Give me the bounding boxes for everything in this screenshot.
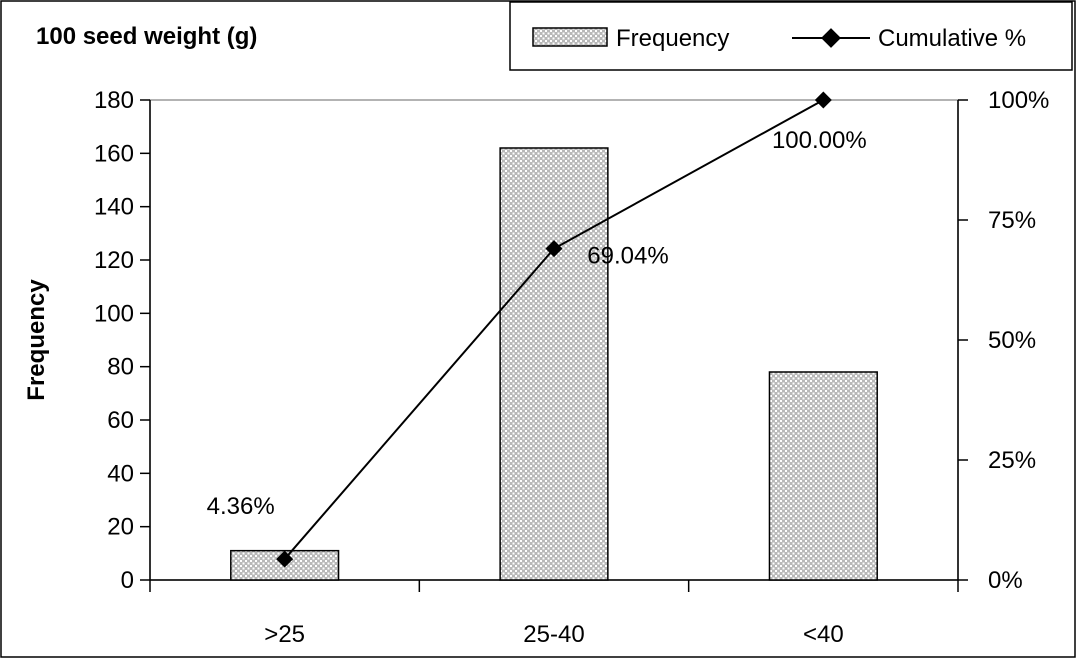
x-tick-label: >25 — [264, 621, 305, 648]
left-tick-label: 160 — [94, 140, 134, 167]
left-tick-label: 40 — [107, 460, 134, 487]
legend-frequency-swatch — [532, 27, 608, 47]
bar-25-40 — [499, 147, 609, 581]
right-axis: 0% 25% 50% 75% 100% — [957, 87, 1049, 594]
cumulative-series: 4.36% 69.04% 100.00% — [207, 91, 867, 568]
legend-frequency-label: Frequency — [616, 25, 729, 52]
left-tick-label: 20 — [107, 514, 134, 541]
y-axis-title: Frequency — [23, 279, 50, 401]
cumulative-marker — [545, 240, 563, 258]
left-tick-label: 80 — [107, 354, 134, 381]
bar-<40 — [768, 371, 878, 581]
left-tick-label: 140 — [94, 194, 134, 221]
left-axis: 0 20 40 60 80 100 120 140 160 180 — [94, 87, 151, 594]
right-tick-label: 25% — [988, 447, 1036, 474]
left-tick-label: 180 — [94, 87, 134, 114]
left-tick-label: 60 — [107, 407, 134, 434]
left-tick-label: 100 — [94, 300, 134, 327]
x-tick-label: <40 — [803, 621, 844, 648]
bar-series — [230, 147, 878, 581]
cumulative-data-label: 100.00% — [772, 127, 867, 154]
cumulative-marker — [814, 91, 832, 109]
left-tick-label: 0 — [121, 567, 134, 594]
legend-cumulative-label: Cumulative % — [878, 25, 1026, 52]
legend: Frequency Cumulative % — [509, 1, 1073, 71]
left-tick-label: 120 — [94, 247, 134, 274]
cumulative-data-label: 69.04% — [587, 243, 668, 270]
cumulative-marker — [276, 550, 294, 568]
right-tick-label: 50% — [988, 327, 1036, 354]
cumulative-data-label: 4.36% — [207, 493, 275, 520]
right-tick-label: 0% — [988, 567, 1023, 594]
x-tick-label: 25-40 — [523, 621, 584, 648]
chart-title: 100 seed weight (g) — [36, 23, 257, 50]
right-tick-label: 75% — [988, 207, 1036, 234]
right-tick-label: 100% — [988, 87, 1049, 114]
